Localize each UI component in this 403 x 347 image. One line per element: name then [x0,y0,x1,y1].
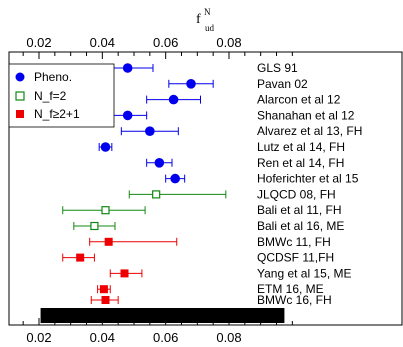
x-tick-label-top: 0.02 [26,35,51,50]
data-marker-circle [145,126,155,136]
data-point-row [168,79,214,89]
x-axis-title-subscript: ud [205,23,215,33]
row-label: GLS 91 [257,61,298,75]
legend-marker-pheno [15,72,25,82]
data-marker-open-square [152,190,161,199]
data-marker-circle [122,63,133,73]
row-label: JLQCD 08, FH [257,187,336,201]
row-label: Shanahan et al 12 [257,108,355,122]
data-point-row [128,190,227,199]
data-point-row [62,253,95,262]
data-marker-circle [154,158,165,168]
row-label: QCDSF 11,FH [257,251,334,265]
legend-marker-nf2 [15,91,25,101]
data-marker-square [104,237,113,246]
data-marker-square [101,296,110,304]
x-tick-label-bottom: 0.04 [90,330,115,345]
row-label: Bali et al 16, ME [257,219,344,233]
data-point-row [97,285,111,294]
plot-frame [8,51,403,326]
data-point-row [98,142,113,152]
x-tick-label-top: 0.04 [90,35,115,50]
data-marker-circle [170,173,180,184]
row-label: Lutz et al 14, FH [257,140,345,154]
x-tick-label-bottom: 0.06 [153,330,178,345]
x-axis-title-main: f [196,12,201,27]
data-point-row [165,173,186,184]
band-bar [40,308,285,323]
data-point-row [120,126,179,136]
row-label: ETM 16, ME [257,282,324,296]
legend-marker-nf21 [16,110,24,118]
row-label: Ren et al 14, FH [257,156,344,170]
data-point-row [73,221,116,231]
data-marker-circle [186,79,196,89]
data-marker-square [99,285,108,294]
row-label: Yang et al 15, ME [257,266,352,280]
legend-label-pheno: Pheno. [34,70,72,84]
legend: Pheno. N_f=2 N_f≥2+1 [8,63,115,128]
data-marker-open-square [101,206,110,215]
legend-label-nf21: N_f≥2+1 [34,107,80,121]
data-marker-open-square [90,221,99,231]
data-point-row [89,237,178,246]
data-marker-circle [122,110,133,121]
legend-box [8,63,115,128]
x-tick-label-bottom: 0.08 [216,330,241,345]
row-label: BMWc 16, FH [257,293,332,307]
row-label: BMWc 11, FH [257,235,331,249]
x-tick-label-top: 0.06 [153,35,178,50]
band-layer [40,308,285,323]
x-axis-title-superscript: N [204,7,211,17]
data-marker-square [120,269,129,278]
data-point-row [90,296,119,304]
row-label: Bali et al 11, FH [257,203,341,217]
row-label: Hoferichter et al 15 [257,172,359,186]
data-point-row [109,269,143,278]
x-tick-label-bottom: 0.02 [26,330,51,345]
axis-ticks: 0.02 0.02 0.04 0.04 0.06 0.06 0.08 0.08 [22,35,293,345]
data-point-row [62,206,146,215]
data-point-row [146,158,173,168]
row-label: Alarcon et al 12 [257,93,341,107]
row-label: Pavan 02 [257,77,308,91]
x-tick-label-top: 0.08 [216,35,241,50]
data-point-row [146,94,201,105]
data-points [62,63,227,304]
data-marker-circle [168,94,179,105]
legend-label-nf2: N_f=2 [34,89,67,103]
data-marker-square [76,253,85,262]
x-axis-title: f N ud [196,7,215,33]
row-label: Alvarez et al 13, FH [257,124,362,138]
data-marker-circle [100,142,111,152]
